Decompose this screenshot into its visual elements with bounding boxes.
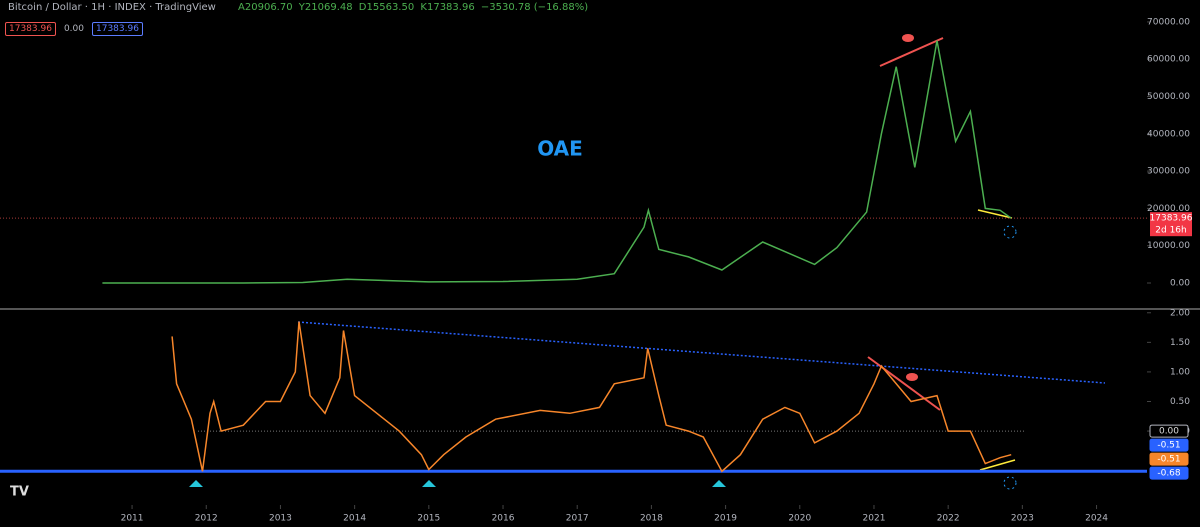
tag[interactable]: 0.00: [63, 24, 84, 34]
value-tag: [1149, 466, 1189, 480]
trend-line: [297, 321, 1106, 384]
x-tick-label: 2023: [1011, 514, 1034, 524]
x-tick-label: 2021: [863, 514, 886, 524]
value-tag-label: -0.51: [1157, 455, 1180, 465]
value-tag-label: 0.00: [1159, 427, 1179, 437]
y-tick-label: 2.00: [1170, 308, 1190, 318]
x-tick-label: 2016: [492, 514, 515, 524]
high: Y21069.48: [298, 2, 353, 13]
x-tick-label: 2012: [195, 514, 218, 524]
y-tick-label: 40000.00: [1147, 129, 1190, 139]
x-tick-label: 2017: [566, 514, 589, 524]
series-line: [171, 321, 1012, 473]
countdown: 2d 16h: [1155, 226, 1186, 236]
x-tick-label: 2024: [1085, 514, 1108, 524]
marker: [189, 480, 203, 487]
x-tick-label: 2018: [640, 514, 663, 524]
y-tick-label: 1.50: [1170, 338, 1190, 348]
value-tag-label: -0.68: [1157, 469, 1181, 479]
eye-icon: [902, 34, 914, 42]
y-tick-label: 0.50: [1170, 397, 1190, 407]
value-tag: [1149, 452, 1189, 466]
tags: 17383.96 0.00 17383.96: [5, 22, 147, 36]
price-tag: [1150, 212, 1192, 237]
price-tag-label: 17383.96: [1150, 214, 1193, 224]
x-tick-label: 2011: [121, 514, 144, 524]
close: K17383.96: [420, 2, 475, 13]
symbol: Bitcoin / Dollar · 1H · INDEX · TradingV…: [8, 2, 216, 13]
y-tick-label: 10000.00: [1147, 241, 1190, 251]
y-tick-label: 20000.00: [1147, 204, 1190, 214]
y-tick-label: 30000.00: [1147, 167, 1190, 177]
annotation: OAE: [537, 137, 583, 161]
y-tick-label: 60000.00: [1147, 55, 1190, 65]
y-tick-label: 0.00: [1170, 279, 1190, 289]
trend-line: [979, 459, 1016, 471]
x-tick-label: 2020: [788, 514, 811, 524]
tag[interactable]: 17383.96: [5, 22, 56, 36]
series-line: [102, 40, 1012, 284]
x-tick-label: 2019: [714, 514, 737, 524]
trend-line: [977, 209, 1013, 219]
logo: TV: [10, 485, 29, 500]
low: D15563.50: [358, 2, 415, 13]
x-tick-label: 2015: [417, 514, 440, 524]
trend-line: [867, 356, 941, 411]
value-tag: [1149, 424, 1189, 438]
header: Bitcoin / Dollar · 1H · INDEX · TradingV…: [8, 2, 591, 13]
tag[interactable]: 17383.96: [92, 22, 143, 36]
y-tick-label: 70000.00: [1147, 17, 1190, 27]
change: −3530.78 (−16.88%): [480, 2, 589, 13]
loader: [1003, 476, 1017, 490]
trend-line: [879, 37, 944, 67]
y-tick-label: 50000.00: [1147, 92, 1190, 102]
marker: [422, 480, 436, 487]
x-tick-label: 2014: [343, 514, 366, 524]
x-tick-label: 2013: [269, 514, 292, 524]
loader: [1003, 225, 1017, 239]
y-tick-label: 1.00: [1170, 367, 1190, 377]
eye-icon: [906, 373, 918, 381]
value-tag: [1149, 438, 1189, 452]
marker: [712, 480, 726, 487]
open: A20906.70: [238, 2, 293, 13]
x-tick-label: 2022: [937, 514, 960, 524]
value-tag-label: -0.51: [1157, 441, 1180, 451]
